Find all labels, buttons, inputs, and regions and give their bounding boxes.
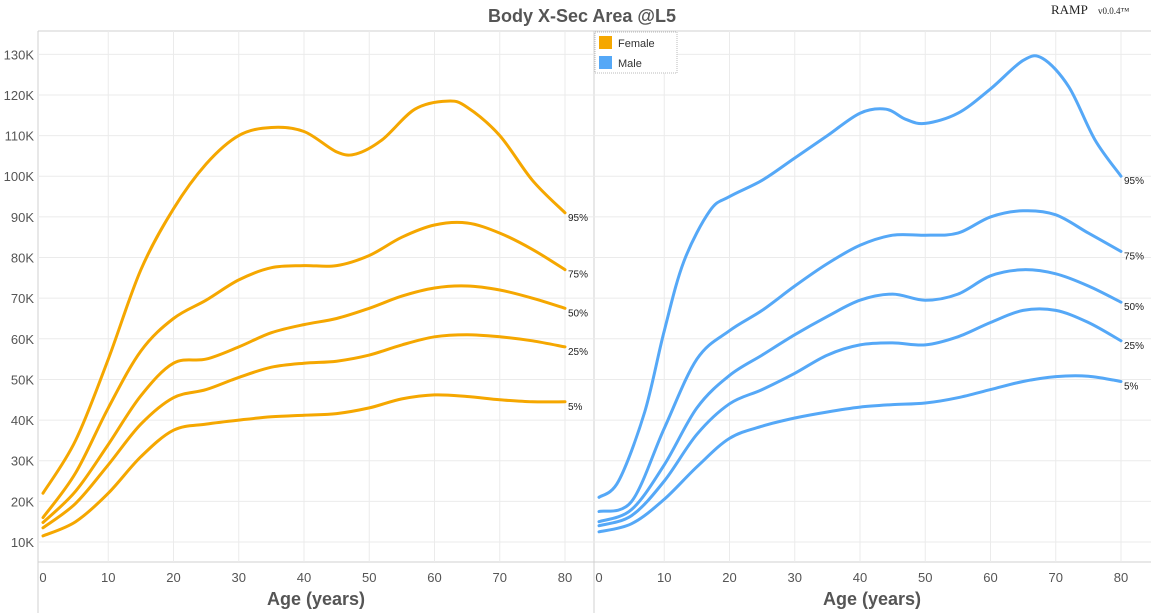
x-tick-label: 30	[232, 570, 246, 585]
y-tick-label: 20K	[11, 494, 34, 509]
y-tick-label: 70K	[11, 291, 34, 306]
grid-layer	[38, 31, 1151, 562]
legend-label-male: Male	[618, 58, 642, 70]
y-tick-label: 30K	[11, 454, 34, 469]
x-tick-label: 20	[166, 570, 180, 585]
y-tick-label: 80K	[11, 251, 34, 266]
brand-version: v0.0.4™	[1098, 6, 1130, 16]
male-series-5pct	[597, 374, 1123, 534]
y-tick-label: 40K	[11, 413, 34, 428]
legend: Female Male	[594, 31, 678, 74]
y-tick-label: 130K	[4, 47, 35, 62]
y-tick-label: 60K	[11, 332, 34, 347]
female-label-5pct: 5%	[568, 402, 583, 413]
y-tick-label: 100K	[4, 169, 35, 184]
y-tick-label: 10K	[11, 535, 34, 550]
legend-swatch-male	[599, 56, 612, 69]
male-series-50pct	[597, 268, 1123, 524]
female-series-5pct	[41, 393, 567, 538]
x-tick-label: 0	[595, 570, 602, 585]
female-series-95pct	[41, 99, 567, 495]
female-label-50pct: 50%	[568, 308, 588, 319]
x-tick-label: 80	[558, 570, 572, 585]
x-tick-label: 50	[362, 570, 376, 585]
brand-name: RAMP	[1051, 2, 1088, 17]
female-series-50pct	[41, 284, 567, 524]
x-tick-label: 40	[297, 570, 311, 585]
x-tick-label: 70	[493, 570, 507, 585]
male-label-5pct: 5%	[1124, 381, 1139, 392]
x-tick-label: 0	[39, 570, 46, 585]
x-axis-label-female: Age (years)	[267, 589, 365, 609]
y-axis-ticks: 10K 20K 30K 40K 50K 60K 70K 80K 90K 100K 110K 120K 1…	[4, 47, 35, 550]
x-tick-label: 60	[983, 570, 997, 585]
female-series-75pct	[41, 220, 567, 520]
x-tick-label: 30	[788, 570, 802, 585]
x-tick-label: 80	[1114, 570, 1128, 585]
brand-mark: RAMP v0.0.4™	[1051, 2, 1130, 17]
x-tick-label: 20	[722, 570, 736, 585]
y-tick-label: 90K	[11, 210, 34, 225]
x-tick-label: 50	[918, 570, 932, 585]
female-label-25pct: 25%	[568, 347, 588, 358]
x-axis-ticks: 0 10 20 30 40 50 60 70 80 0 10 20 30 40 50 60 70 80	[39, 570, 1128, 585]
x-tick-label: 10	[101, 570, 115, 585]
male-series-25pct	[597, 307, 1123, 528]
legend-label-female: Female	[618, 38, 655, 50]
male-label-75pct: 75%	[1124, 251, 1144, 262]
x-tick-label: 70	[1049, 570, 1063, 585]
female-label-75pct: 75%	[568, 270, 588, 281]
male-series-95pct	[597, 54, 1123, 499]
series-layer	[41, 54, 1123, 538]
y-tick-label: 110K	[5, 129, 35, 144]
male-label-50pct: 50%	[1124, 302, 1144, 313]
x-tick-label: 60	[427, 570, 441, 585]
female-label-95pct: 95%	[568, 213, 588, 224]
male-label-95pct: 95%	[1124, 176, 1144, 187]
x-tick-label: 40	[853, 570, 867, 585]
x-axis-label-male: Age (years)	[823, 589, 921, 609]
female-series-25pct	[41, 333, 567, 530]
x-tick-label: 10	[657, 570, 671, 585]
male-label-25pct: 25%	[1124, 341, 1144, 352]
legend-swatch-female	[599, 36, 612, 49]
y-tick-label: 50K	[11, 372, 34, 387]
male-series-75pct	[597, 209, 1123, 513]
chart-title: Body X-Sec Area @L5	[488, 6, 676, 26]
percentile-labels: 95% 75% 50% 25% 5% 95% 75% 50% 25% 5%	[568, 176, 1144, 413]
y-tick-label: 120K	[4, 88, 35, 103]
